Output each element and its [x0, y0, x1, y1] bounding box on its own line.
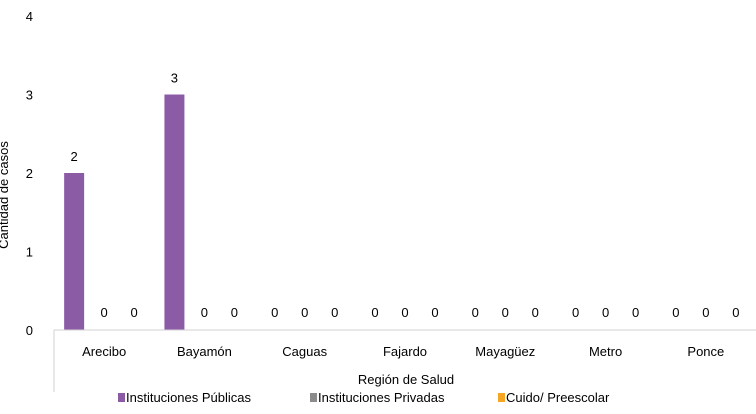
data-label: 0: [472, 305, 479, 320]
category-labels: Arecibo Bayamón Caguas Fajardo Mayagüez Metro…: [82, 344, 724, 359]
data-label: 0: [702, 305, 709, 320]
data-label: 0: [331, 305, 338, 320]
y-tick-label: 2: [26, 166, 33, 181]
legend-swatch: [498, 393, 505, 402]
y-tick-label: 0: [26, 323, 33, 338]
y-tick-label: 3: [26, 88, 33, 103]
data-label: 0: [231, 305, 238, 320]
data-label: 0: [301, 305, 308, 320]
category-label: Metro: [589, 344, 622, 359]
data-label: 2: [71, 149, 78, 164]
data-label: 0: [632, 305, 639, 320]
legend-label: Instituciones Públicas: [126, 390, 252, 405]
data-label: 0: [532, 305, 539, 320]
axes: [53, 329, 756, 392]
data-label: 0: [572, 305, 579, 320]
category-label: Caguas: [282, 344, 327, 359]
data-label: 3: [171, 71, 178, 86]
bar: [64, 173, 85, 330]
data-label: 0: [201, 305, 208, 320]
legend: Instituciones Públicas Instituciones Priv…: [118, 390, 610, 405]
data-label: 0: [131, 305, 138, 320]
x-axis-title: Región de Salud: [358, 372, 454, 387]
legend-swatch: [310, 393, 317, 402]
legend-swatch: [118, 393, 125, 402]
y-tick-label: 1: [26, 245, 33, 260]
category-label: Bayamón: [177, 344, 232, 359]
data-label: 0: [401, 305, 408, 320]
category-label: Fajardo: [383, 344, 427, 359]
bars: [64, 94, 185, 330]
category-label: Mayagüez: [475, 344, 535, 359]
category-label: Ponce: [687, 344, 724, 359]
data-label: 0: [732, 305, 739, 320]
data-labels: 2 0 0 3 0 0 0 0 0 0 0 0 0 0 0 0 0 0 0 0 0: [71, 71, 740, 321]
data-label: 0: [101, 305, 108, 320]
data-label: 0: [502, 305, 509, 320]
bar: [164, 94, 185, 330]
y-tick-label: 4: [26, 9, 33, 24]
y-axis-ticks: 0 1 2 3 4: [26, 9, 33, 338]
y-axis-title: Cantidad de casos: [0, 141, 11, 249]
data-label: 0: [602, 305, 609, 320]
legend-label: Cuido/ Preescolar: [506, 390, 610, 405]
data-label: 0: [672, 305, 679, 320]
data-label: 0: [431, 305, 438, 320]
data-label: 0: [371, 305, 378, 320]
legend-label: Instituciones Privadas: [318, 390, 445, 405]
category-label: Arecibo: [82, 344, 126, 359]
data-label: 0: [271, 305, 278, 320]
